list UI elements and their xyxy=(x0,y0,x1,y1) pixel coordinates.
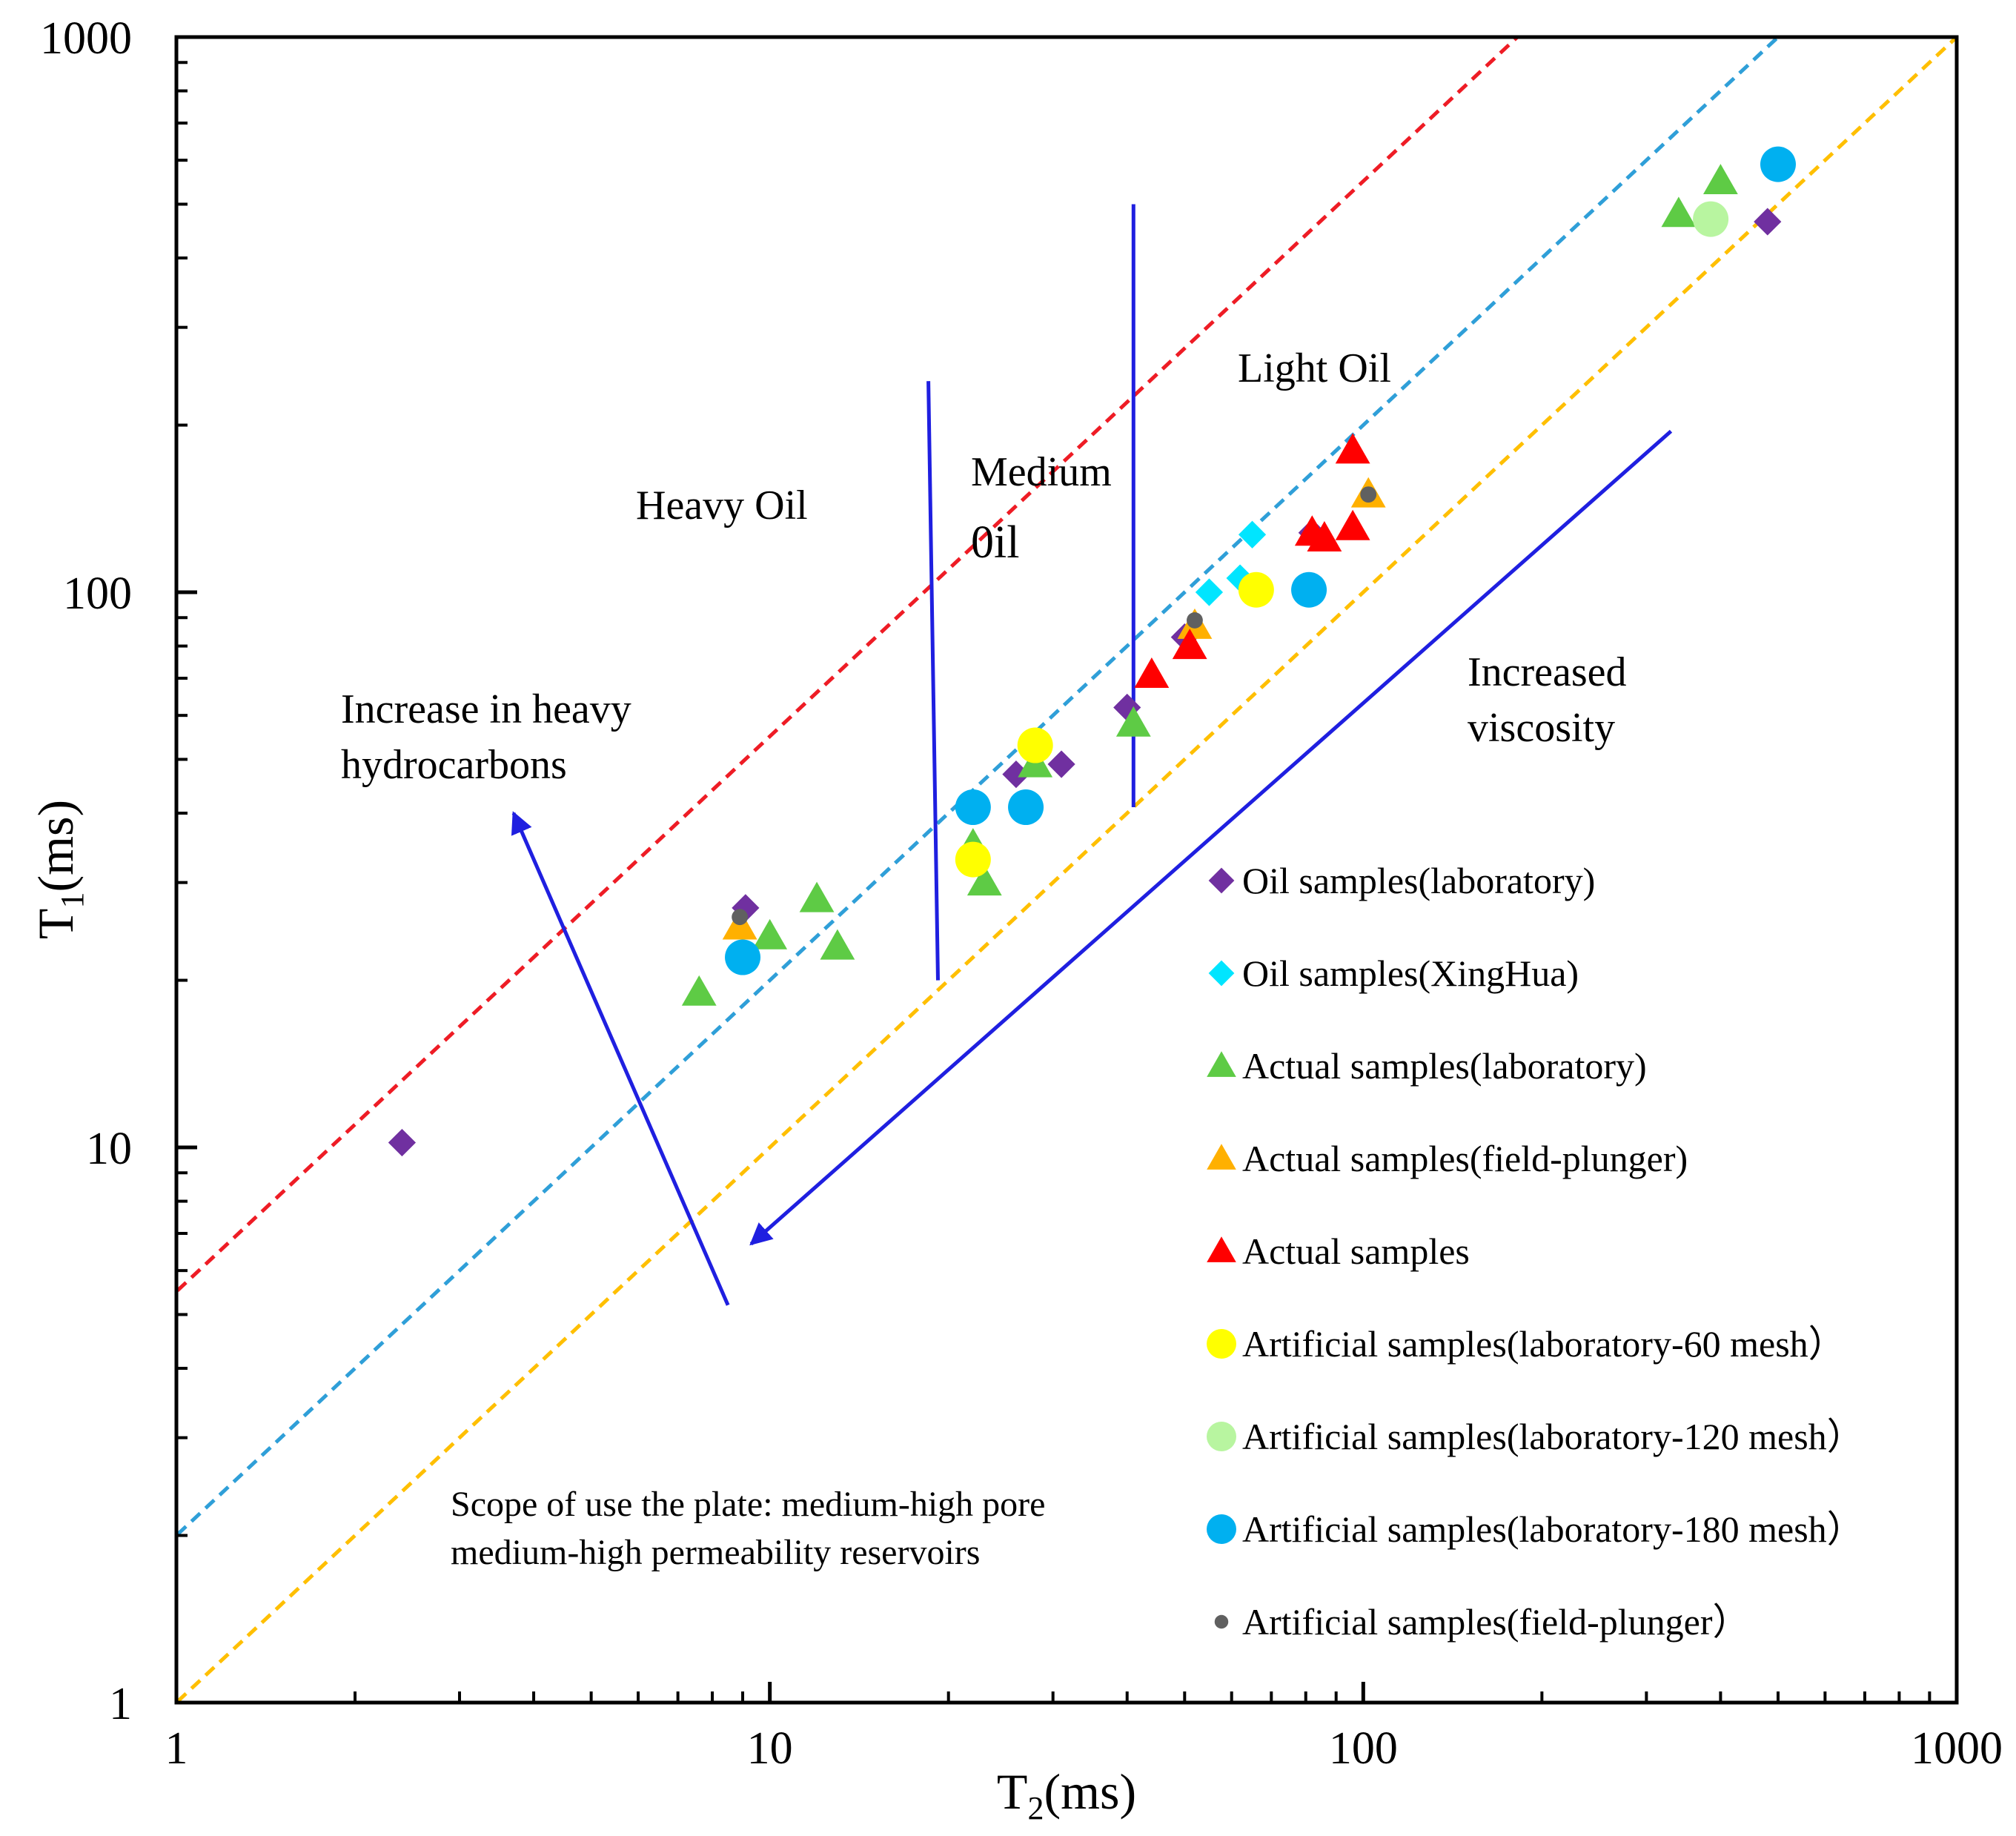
legend-marker xyxy=(1208,867,1235,894)
legend-label: Actual samples xyxy=(1242,1230,1470,1272)
data-point-diamond xyxy=(1047,750,1075,778)
legend-marker xyxy=(1207,1329,1236,1359)
data-point-diamond xyxy=(1754,208,1782,236)
data-point-triangle xyxy=(1134,657,1170,688)
legend-marker xyxy=(1207,1422,1236,1451)
x-axis-title: T2(ms) xyxy=(997,1763,1136,1826)
x-tick-label: 1 xyxy=(165,1723,188,1774)
data-point-triangle xyxy=(820,929,855,960)
legend-label: Artificial samples(field-plunger） xyxy=(1242,1601,1750,1643)
data-point-circle xyxy=(1238,571,1274,608)
data-point-circle xyxy=(1693,201,1729,237)
legend-marker xyxy=(1207,1514,1236,1544)
viscosity-label-2: viscosity xyxy=(1468,705,1615,751)
plot-frame xyxy=(174,35,1959,1705)
data-point-circle xyxy=(955,789,991,826)
reference-line xyxy=(176,37,1520,1294)
data-point-triangle xyxy=(752,918,788,950)
medium-oil-label: Medium xyxy=(971,449,1112,495)
legend-marker xyxy=(1214,1614,1229,1629)
data-point-diamond xyxy=(388,1128,417,1157)
data-points xyxy=(388,146,1796,1157)
data-point-triangle xyxy=(1115,706,1151,737)
data-point-triangle xyxy=(1172,629,1207,660)
legend-marker xyxy=(1207,1051,1236,1077)
scope-note-2: medium-high permeability reservoirs xyxy=(451,1533,980,1572)
heavy-hydrocarbons-label: Increase in heavy xyxy=(341,686,631,732)
data-point-dot xyxy=(732,909,749,926)
trend-arrows xyxy=(511,429,1673,1306)
viscosity-label: Increased xyxy=(1468,649,1627,695)
medium-oil-label-2: 0il xyxy=(971,517,1019,568)
data-point-circle xyxy=(1008,789,1044,826)
y-tick-label: 1 xyxy=(109,1679,132,1729)
legend: Oil samples(laboratory) Oil samples(XingH… xyxy=(1207,860,1864,1643)
y-tick-label: 1000 xyxy=(40,13,132,64)
data-point-dot xyxy=(1360,486,1377,503)
reference-lines xyxy=(176,37,1957,1703)
region-boundary-line xyxy=(926,381,940,981)
data-point-circle xyxy=(955,841,991,878)
y-tick-label: 10 xyxy=(86,1124,132,1174)
data-point-triangle xyxy=(799,881,835,912)
data-point-diamond xyxy=(1195,578,1224,606)
legend-label: Artificial samples(laboratory-60 mesh） xyxy=(1242,1323,1846,1365)
heavy-oil-label: Heavy Oil xyxy=(636,483,808,528)
data-point-triangle xyxy=(1661,196,1697,228)
legend-label: Actual samples(field-plunger) xyxy=(1242,1138,1688,1179)
reference-line xyxy=(176,37,1781,1538)
legend-marker xyxy=(1207,1144,1236,1170)
data-point-diamond xyxy=(1238,520,1267,549)
data-point-circle xyxy=(1291,571,1327,608)
legend-marker xyxy=(1207,1236,1236,1262)
data-point-circle xyxy=(1017,727,1053,763)
data-point-triangle xyxy=(681,975,717,1006)
x-tick-label: 100 xyxy=(1329,1723,1398,1774)
legend-marker xyxy=(1208,960,1235,987)
legend-label: Artificial samples(laboratory-180 mesh） xyxy=(1242,1508,1864,1550)
y-tick-label: 100 xyxy=(63,569,132,619)
data-point-triangle xyxy=(966,865,1002,896)
data-point-diamond xyxy=(1113,693,1141,722)
trend-arrow xyxy=(749,429,1673,1246)
data-point-triangle xyxy=(1335,433,1370,464)
legend-label: Oil samples(XingHua) xyxy=(1242,952,1579,994)
data-point-diamond xyxy=(1002,760,1030,789)
y-axis-title: T1(ms) xyxy=(27,800,90,939)
legend-label: Oil samples(laboratory) xyxy=(1242,860,1595,901)
data-point-circle xyxy=(1760,146,1796,182)
reference-line xyxy=(176,37,1957,1703)
legend-label: Artificial samples(laboratory-120 mesh） xyxy=(1242,1416,1864,1457)
x-tick-label: 1000 xyxy=(1911,1723,2003,1774)
light-oil-label: Light Oil xyxy=(1238,345,1391,391)
data-point-dot xyxy=(1187,612,1203,629)
legend-label: Actual samples(laboratory) xyxy=(1242,1045,1647,1087)
x-tick-label: 10 xyxy=(747,1723,793,1774)
data-point-triangle xyxy=(1702,164,1738,195)
heavy-hydrocarbons-label-2: hydrocarbons xyxy=(341,742,567,788)
data-point-triangle xyxy=(1335,509,1370,540)
data-point-triangle xyxy=(1307,521,1342,551)
trend-arrow xyxy=(511,811,730,1306)
axis-ticks: 1 10 100 1000 1 10 100 1000 xyxy=(40,13,2003,1774)
data-point-circle xyxy=(725,939,761,975)
scope-note: Scope of use the plate: medium-high pore xyxy=(451,1485,1045,1524)
